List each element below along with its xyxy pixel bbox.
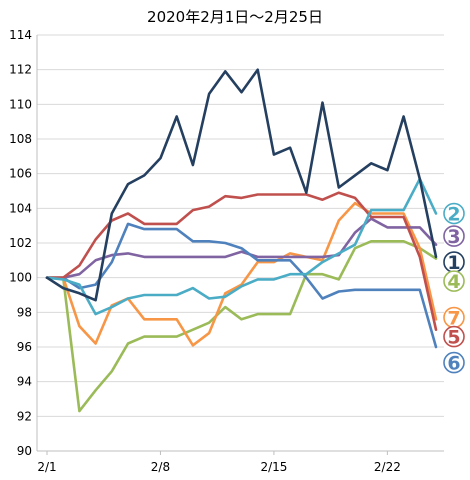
- y-tick-label-106: 106: [9, 167, 32, 181]
- y-tick-label-100: 100: [9, 271, 32, 285]
- end-label-3: 3: [443, 225, 465, 248]
- end-label-text-7: 7: [447, 308, 460, 330]
- end-label-text-2: 2: [447, 204, 460, 226]
- y-tick-label-98: 98: [17, 305, 32, 319]
- y-tick-label-114: 114: [9, 28, 32, 42]
- end-label-circle-6: [443, 351, 465, 374]
- y-tick-label-94: 94: [17, 375, 32, 389]
- end-label-text-4: 4: [447, 271, 460, 293]
- axes: 90 92 94 96 98 100 102 104 106 108 110 112 114 2/1 2/8…: [9, 28, 444, 474]
- end-labels: 23 14 75 6: [443, 202, 465, 375]
- end-label-7: 7: [443, 306, 465, 330]
- end-label-6: 6: [443, 351, 465, 375]
- series-line-7: [45, 201, 438, 347]
- series-line-3: [45, 217, 438, 280]
- end-label-circle-3: [443, 225, 465, 247]
- end-label-text-1: 1: [447, 252, 460, 274]
- y-tick-label-112: 112: [9, 63, 32, 77]
- end-label-text-3: 3: [447, 226, 460, 248]
- y-tick-label-92: 92: [17, 409, 32, 423]
- end-label-text-5: 5: [447, 327, 460, 349]
- series-line-4: [45, 240, 438, 413]
- end-label-text-6: 6: [447, 353, 460, 375]
- end-label-circle-4: [443, 270, 465, 292]
- end-label-5: 5: [443, 325, 465, 349]
- y-tick-label-102: 102: [9, 236, 32, 250]
- y-tick-label-108: 108: [9, 132, 32, 146]
- chart-title: 2020年2月1日～2月25日: [147, 8, 323, 26]
- x-tick-label-2-8: 2/8: [151, 460, 170, 474]
- series-line-2: [45, 177, 438, 316]
- series-lines: [45, 68, 438, 413]
- end-label-circle-5: [443, 325, 465, 348]
- x-tick-label-2-15: 2/15: [260, 460, 287, 474]
- x-tick-label-2-22: 2/22: [374, 460, 401, 474]
- end-label-2: 2: [443, 202, 465, 226]
- series-line-1: [45, 68, 438, 302]
- end-label-1: 1: [443, 251, 465, 274]
- y-tick-label-110: 110: [9, 97, 32, 111]
- y-tick-label-96: 96: [17, 340, 32, 354]
- x-tick-label-2-1: 2/1: [37, 460, 56, 474]
- end-label-circle-2: [443, 202, 465, 225]
- y-tick-label-104: 104: [9, 201, 32, 215]
- end-label-4: 4: [443, 270, 465, 293]
- grid: [37, 34, 444, 452]
- y-tick-label-90: 90: [17, 444, 32, 458]
- series-line-6: [45, 222, 438, 349]
